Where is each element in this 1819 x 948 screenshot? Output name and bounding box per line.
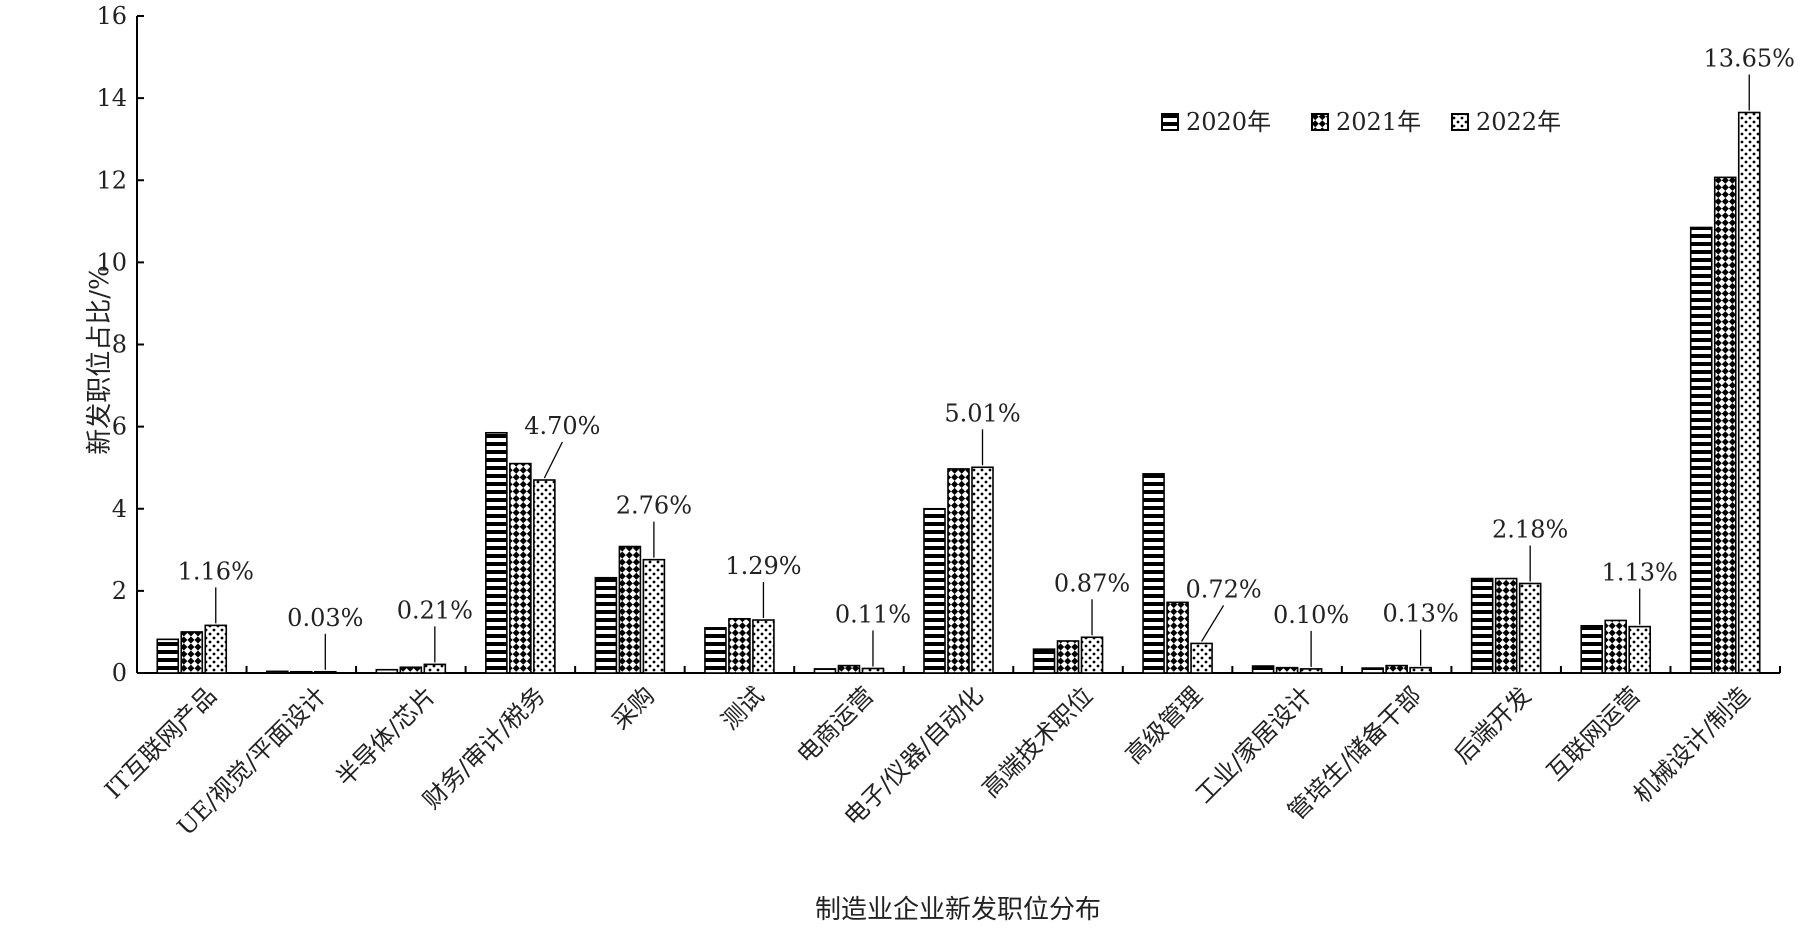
x-ticks — [136, 666, 1781, 673]
annotation-leader — [1201, 605, 1225, 642]
bar-3 — [1628, 625, 1651, 674]
y-tick-label: 16 — [96, 2, 127, 30]
annotation-label: 13.65% — [1703, 44, 1795, 72]
legend-swatch — [1161, 113, 1179, 131]
annotation-label: 2.18% — [1492, 515, 1568, 543]
annotation-label: 0.72% — [1185, 575, 1261, 603]
annotation-label: 1.13% — [1602, 559, 1678, 587]
bar-1 — [1470, 577, 1494, 674]
bar-1 — [1361, 667, 1384, 674]
bar-3 — [1080, 636, 1104, 674]
bar-2 — [837, 664, 861, 674]
bar-3 — [1190, 642, 1213, 674]
y-tick-label: 4 — [112, 495, 127, 523]
y-axis-title: 新发职位占比/% — [85, 265, 115, 454]
bar-3 — [1299, 668, 1323, 674]
bar-1 — [1251, 665, 1275, 674]
bar-2 — [509, 462, 532, 674]
bar-2 — [947, 468, 970, 674]
y-tick-label: 10 — [96, 248, 127, 276]
category-label: 后端开发 — [1449, 681, 1537, 769]
y-tick-label: 8 — [112, 331, 127, 359]
bar-2 — [1385, 664, 1408, 674]
category-label: 电商运营 — [792, 681, 880, 769]
annotation-label: 4.70% — [524, 412, 600, 440]
bar-2 — [180, 631, 204, 674]
bar-3 — [1409, 666, 1432, 674]
bar-2 — [1713, 176, 1737, 674]
legend: 2020年 2021年 2022年 — [1161, 108, 1561, 136]
bar-1 — [375, 668, 399, 674]
bar-3 — [752, 619, 775, 674]
bar-3 — [423, 663, 447, 674]
x-axis-title: 制造业企业新发职位分布 — [815, 895, 1101, 925]
bar-1 — [813, 668, 837, 674]
bars — [156, 111, 1761, 674]
annotation-leader — [543, 441, 563, 479]
bar-3 — [533, 479, 556, 674]
y-ticks: 0 2 4 6 8 10 12 14 16 — [96, 2, 144, 687]
category-label: 互联网运营 — [1541, 681, 1646, 786]
bar-1 — [923, 507, 946, 674]
y-tick-label: 6 — [112, 413, 127, 441]
bar-2 — [618, 545, 642, 674]
bar-2 — [1494, 577, 1518, 674]
annotation-label: 0.03% — [287, 604, 363, 632]
annotation-label: 5.01% — [944, 399, 1020, 427]
bar-3 — [204, 624, 228, 674]
annotation-label: 1.16% — [178, 557, 254, 585]
bar-1 — [704, 627, 727, 674]
bar-2 — [728, 617, 751, 674]
bar-1 — [594, 576, 618, 674]
bar-2 — [1056, 640, 1080, 674]
legend-swatch — [1311, 113, 1329, 131]
bar-3 — [1737, 111, 1761, 674]
bar-1 — [1689, 226, 1713, 674]
annotation-label: 0.21% — [397, 596, 473, 624]
bar-1 — [1032, 648, 1056, 674]
bar-2 — [1275, 666, 1299, 674]
y-tick-label: 14 — [96, 84, 127, 112]
y-tick-label: 12 — [96, 166, 127, 194]
bar-2 — [289, 670, 313, 674]
bar-2 — [1166, 601, 1189, 674]
annotation-label: 0.87% — [1054, 569, 1130, 597]
bar-3 — [313, 670, 337, 674]
bar-1 — [156, 638, 180, 674]
category-label: 机械设计/制造 — [1628, 681, 1755, 808]
category-label: 高级管理 — [1120, 681, 1208, 769]
annotations: 1.16% 0.03% 0.21% 4.70% 2.76% 1.29% 0.11% 5.01%… — [178, 44, 1795, 670]
category-label: 采购 — [606, 681, 660, 735]
bar-1 — [1580, 624, 1603, 674]
legend-label: 2020年 — [1186, 108, 1271, 136]
y-tick-label: 2 — [112, 577, 127, 605]
bar-3 — [1518, 582, 1542, 674]
bar-2 — [399, 666, 423, 674]
category-label: 半导体/芯片 — [331, 681, 441, 791]
annotation-label: 0.13% — [1383, 600, 1459, 628]
legend-swatch — [1451, 113, 1469, 131]
category-label: IT互联网产品 — [99, 681, 222, 804]
bar-3 — [642, 558, 666, 674]
bar-1 — [265, 670, 289, 674]
y-tick-label: 0 — [112, 659, 127, 687]
legend-label: 2021年 — [1336, 108, 1421, 136]
bar-1 — [1142, 473, 1165, 674]
bar-3 — [971, 466, 994, 674]
bar-3 — [861, 667, 885, 674]
category-label: 高端技术职位 — [977, 681, 1099, 803]
legend-label: 2022年 — [1476, 108, 1561, 136]
annotation-label: 0.11% — [835, 600, 911, 628]
bar-2 — [1604, 619, 1627, 674]
annotation-label: 0.10% — [1273, 601, 1349, 629]
bar-1 — [485, 431, 508, 674]
annotation-label: 2.76% — [616, 492, 692, 520]
category-label: 测试 — [716, 681, 770, 735]
annotation-label: 1.29% — [725, 552, 801, 580]
